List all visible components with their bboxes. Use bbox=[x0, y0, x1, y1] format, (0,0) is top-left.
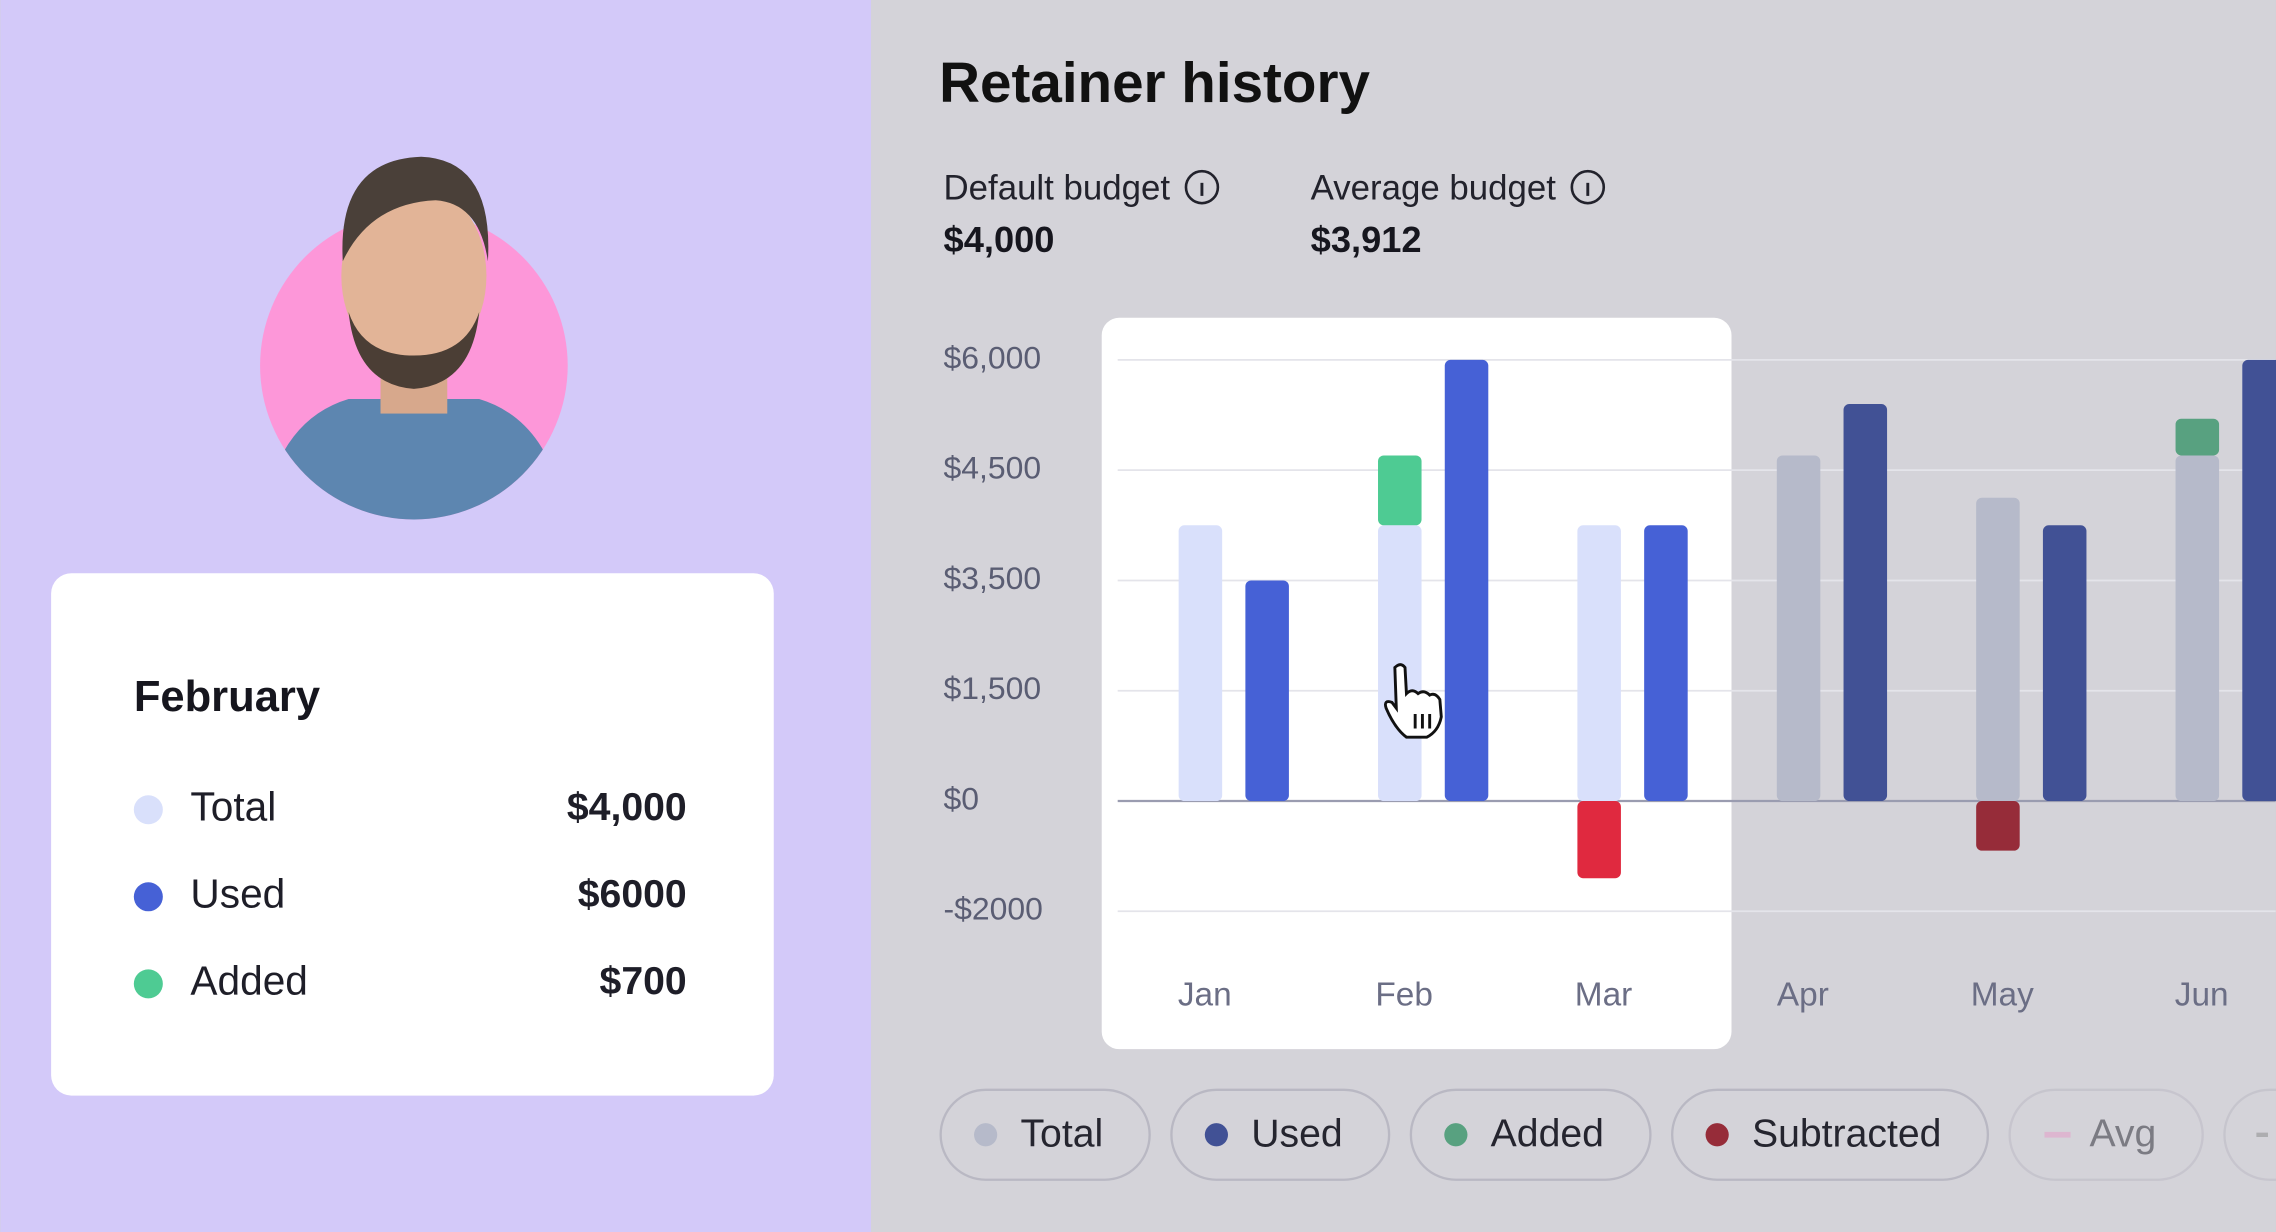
row-dot bbox=[133, 795, 163, 825]
page-title: Retainer history bbox=[939, 51, 1370, 114]
added-bar bbox=[1378, 455, 1422, 526]
row-value: $6000 bbox=[578, 873, 687, 916]
y-tick-label: $6,000 bbox=[944, 339, 1042, 375]
legend-label: Avg bbox=[2089, 1113, 2156, 1156]
total-bar bbox=[2175, 455, 2220, 802]
row-value: $700 bbox=[600, 960, 687, 1003]
used-bar bbox=[1843, 403, 1888, 802]
x-tick-label: Mar bbox=[1575, 977, 1632, 1014]
legend-swatch bbox=[1705, 1123, 1729, 1147]
legend-chip: Subtracted bbox=[1671, 1088, 1990, 1181]
summary-card bbox=[51, 573, 774, 1096]
row-label: Added bbox=[190, 958, 307, 1004]
legend-chip: Total bbox=[939, 1088, 1151, 1181]
x-tick-label: Apr bbox=[1777, 977, 1829, 1014]
legend-swatch bbox=[974, 1123, 998, 1147]
chip-bg bbox=[2223, 1088, 2276, 1181]
chip-bg bbox=[1671, 1088, 1990, 1181]
y-tick-label: -$2000 bbox=[944, 891, 1043, 927]
y-tick-label: $1,500 bbox=[944, 670, 1042, 706]
total-bar bbox=[1577, 525, 1621, 802]
used-bar bbox=[2042, 525, 2087, 802]
y-tick-label: $0 bbox=[944, 780, 980, 816]
x-tick-label: Jan bbox=[1178, 977, 1232, 1014]
total-bar bbox=[1776, 455, 1821, 802]
used-bar bbox=[2242, 359, 2276, 802]
stat-value: $4,000 bbox=[944, 219, 1055, 260]
legend-chip: Used bbox=[1170, 1088, 1391, 1181]
legend-swatch bbox=[1444, 1123, 1468, 1147]
total-bar bbox=[1378, 525, 1422, 802]
info-icon bbox=[1184, 169, 1220, 205]
row-dot bbox=[133, 882, 163, 912]
row-label: Total bbox=[190, 783, 276, 829]
row-value: $4,000 bbox=[567, 786, 687, 829]
cursor bbox=[1383, 663, 1443, 739]
chip-bg bbox=[1409, 1088, 1652, 1181]
stat-label: Default budget bbox=[944, 168, 1171, 207]
legend-swatch bbox=[1204, 1123, 1229, 1147]
total-bar bbox=[1976, 497, 2020, 802]
row-dot bbox=[133, 969, 163, 999]
y-tick-label: $4,500 bbox=[944, 450, 1042, 486]
x-tick-label: Jun bbox=[2175, 977, 2229, 1014]
used-bar bbox=[1444, 359, 1489, 802]
legend-label: Added bbox=[1491, 1113, 1604, 1156]
chip-bg bbox=[939, 1088, 1151, 1181]
card-title: February bbox=[134, 673, 320, 721]
used-bar bbox=[1644, 525, 1688, 802]
legend-chip: Added bbox=[1409, 1088, 1652, 1181]
x-tick-label: Feb bbox=[1375, 977, 1432, 1014]
y-tick-label: $3,500 bbox=[944, 560, 1042, 596]
stat-label: Average budget bbox=[1311, 168, 1557, 207]
legend-chip-partial bbox=[2223, 1088, 2276, 1181]
legend-chip: Avg bbox=[2008, 1088, 2204, 1181]
chart: February Total $4,000 Used $6000 Added $700 Ret… bbox=[133, 51, 2276, 1181]
row-label: Used bbox=[190, 871, 285, 917]
legend-label: Total bbox=[1020, 1113, 1103, 1156]
subtracted-bar bbox=[1577, 801, 1621, 879]
legend-label: Used bbox=[1251, 1113, 1342, 1156]
info-icon bbox=[1570, 169, 1606, 205]
chip-bg bbox=[2008, 1088, 2204, 1181]
legend-label: Subtracted bbox=[1752, 1113, 1941, 1156]
avatar bbox=[260, 156, 568, 520]
used-bar bbox=[1245, 580, 1289, 802]
subtracted-bar bbox=[1976, 801, 2020, 851]
chip-bg bbox=[1170, 1088, 1391, 1181]
stat-value: $3,912 bbox=[1311, 219, 1422, 260]
x-tick-label: May bbox=[1971, 977, 2034, 1014]
added-bar bbox=[2175, 418, 2220, 456]
total-bar bbox=[1178, 525, 1223, 802]
